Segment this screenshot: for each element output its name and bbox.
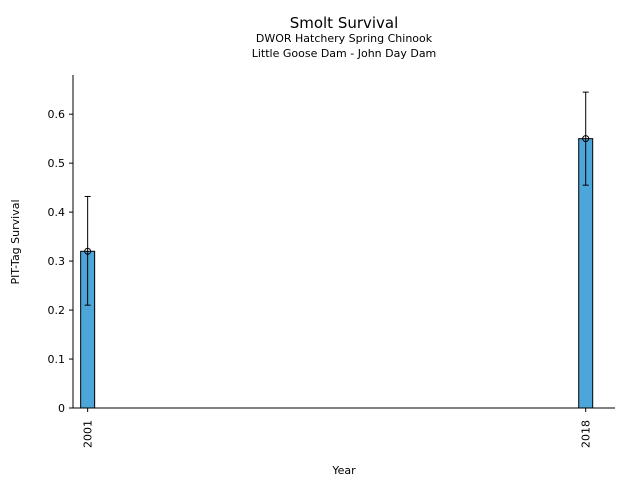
y-tick-label: 0.4 xyxy=(48,206,66,219)
chart-subtitle-line-2: Little Goose Dam - John Day Dam xyxy=(252,47,437,60)
chart-subtitle-line-1: DWOR Hatchery Spring Chinook xyxy=(256,32,433,45)
point-marker-2018 xyxy=(582,135,590,143)
y-tick-label: 0 xyxy=(58,402,65,415)
y-tick-label: 0.2 xyxy=(48,304,66,317)
y-axis-label: PIT-Tag Survival xyxy=(9,199,22,284)
x-tick-label: 2001 xyxy=(82,420,95,448)
y-ticks-group: 0 0.1 0.2 0.3 0.4 0.5 0.6 xyxy=(48,108,73,415)
x-axis-label: Year xyxy=(331,464,356,477)
y-tick-label: 0.6 xyxy=(48,108,66,121)
x-ticks-group: 2001 2018 xyxy=(82,408,593,448)
y-tick-label: 0.5 xyxy=(48,157,66,170)
chart-title: Smolt Survival xyxy=(290,14,399,32)
x-tick-label: 2018 xyxy=(580,420,593,448)
y-tick-label: 0.3 xyxy=(48,255,66,268)
y-tick-label: 0.1 xyxy=(48,353,66,366)
point-marker-2001 xyxy=(84,247,92,255)
bars-group xyxy=(80,91,594,409)
